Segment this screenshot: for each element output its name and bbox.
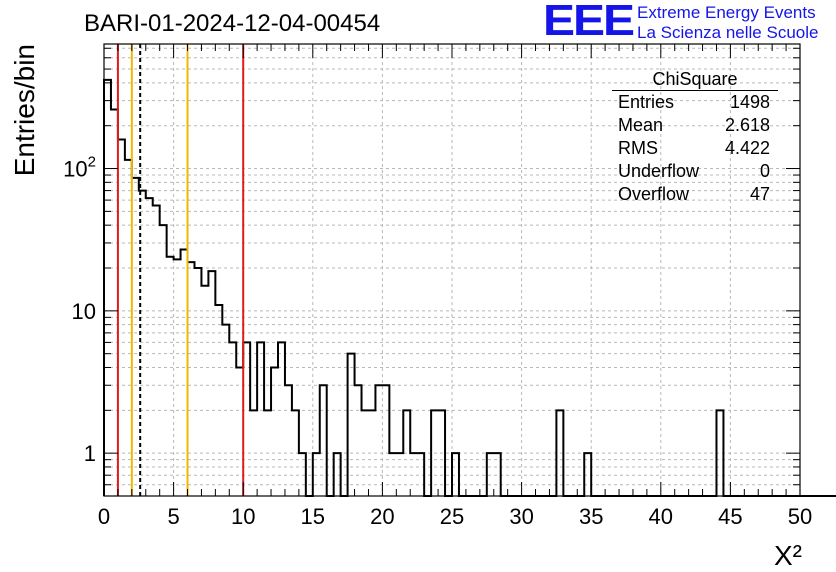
chart-title: BARI-01-2024-12-04-00454 <box>84 10 381 37</box>
stats-row-underflow: Underflow 0 <box>612 160 778 183</box>
stats-value: 1498 <box>729 92 770 112</box>
x-tick-label: 5 <box>167 504 179 529</box>
stats-label: Entries <box>618 92 675 112</box>
stats-value: 47 <box>749 184 770 204</box>
y-tick-label: 102 <box>63 154 96 182</box>
stats-box: ChiSquare Entries 1498 Mean 2.618 RMS 4.… <box>612 68 778 206</box>
logo-text: Extreme Energy Events La Scienza nelle S… <box>637 3 818 43</box>
stats-label: Overflow <box>618 184 690 204</box>
x-tick-label: 25 <box>440 504 464 529</box>
stats-label: RMS <box>618 138 658 158</box>
stats-value: 4.422 <box>724 138 770 158</box>
stats-value: 0 <box>759 161 770 181</box>
stats-row-rms: RMS 4.422 <box>612 137 778 160</box>
stats-label: Mean <box>618 115 664 135</box>
y-axis-label: Entries/bin <box>9 44 40 176</box>
eee-logo: EEE <box>543 0 635 46</box>
stats-label: Underflow <box>618 161 700 181</box>
logo-line-2: La Scienza nelle Scuole <box>637 23 819 42</box>
x-tick-label: 35 <box>579 504 603 529</box>
x-tick-label: 50 <box>788 504 812 529</box>
stats-value: 2.618 <box>724 115 770 135</box>
x-tick-label: 40 <box>649 504 673 529</box>
x-tick-label: 0 <box>98 504 110 529</box>
stats-row-entries: Entries 1498 <box>612 91 778 114</box>
x-tick-label: 10 <box>231 504 255 529</box>
logo-line-1: Extreme Energy Events <box>637 3 816 22</box>
x-axis-label: X² <box>774 540 802 571</box>
stats-row-mean: Mean 2.618 <box>612 114 778 137</box>
y-tick-label: 1 <box>84 441 96 466</box>
stats-title: ChiSquare <box>612 68 778 91</box>
x-tick-label: 20 <box>370 504 394 529</box>
y-tick-label: 10 <box>72 299 96 324</box>
x-tick-label: 15 <box>301 504 325 529</box>
stats-row-overflow: Overflow 47 <box>612 183 778 206</box>
x-tick-label: 45 <box>718 504 742 529</box>
histogram-series <box>103 78 836 497</box>
x-tick-label: 30 <box>509 504 533 529</box>
